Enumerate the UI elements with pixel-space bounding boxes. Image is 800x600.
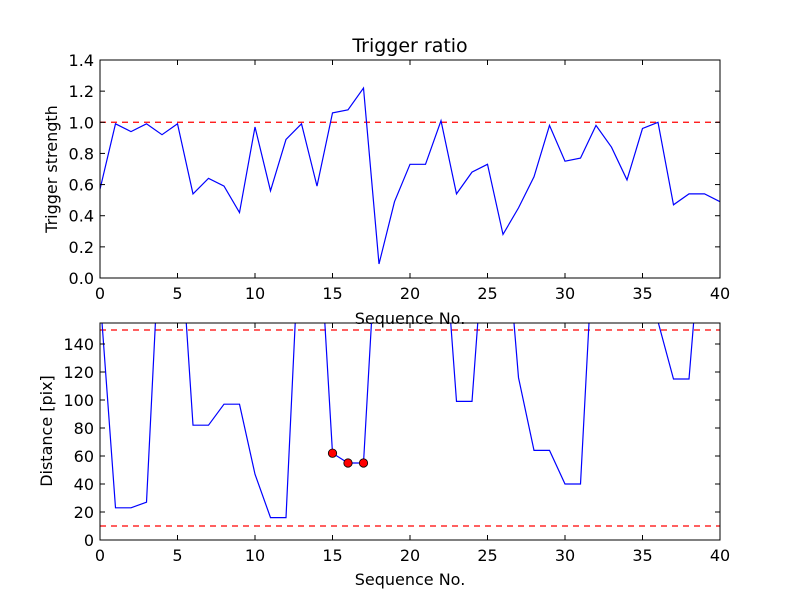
- top-y-axis-label: Trigger strength: [42, 105, 61, 234]
- bottom-x-tick-label-8: 40: [710, 546, 730, 565]
- top-y-tick-label-2: 0.4: [69, 207, 94, 226]
- bottom-x-tick-label-6: 30: [555, 546, 575, 565]
- top-y-tick-label-7: 1.4: [69, 51, 94, 70]
- bottom-y-axis-label: Distance [pix]: [37, 375, 56, 487]
- top-plot-area: [100, 86, 720, 265]
- bottom-x-tick-label-4: 20: [400, 546, 420, 565]
- trigger-ratio-chart: Trigger ratio 0 5 10 15 20 25 30 35 400.00.20.40…: [42, 35, 730, 328]
- top-x-tick-label-5: 25: [477, 284, 497, 303]
- bottom-y-tick-label-0: 0: [84, 531, 94, 550]
- top-x-tick-label-1: 5: [172, 284, 182, 303]
- top-x-tick-label-3: 15: [322, 284, 342, 303]
- top-chart-title: Trigger ratio: [351, 35, 467, 57]
- bottom-x-tick-label-5: 25: [477, 546, 497, 565]
- top-x-tick-label-0: 0: [95, 284, 105, 303]
- bottom-highlight-point-0: [327, 448, 338, 458]
- top-y-tick-label-6: 1.2: [69, 82, 94, 101]
- bottom-ticks: 0 5 10 15 20 25 30 35 40 0 20 40 60 80 100 120 140: [63, 323, 730, 565]
- bottom-x-tick-label-2: 10: [245, 546, 265, 565]
- top-x-tick-label-6: 30: [555, 284, 575, 303]
- top-x-tick-label-8: 40: [710, 284, 730, 303]
- bottom-y-tick-label-6: 120: [63, 363, 94, 382]
- bottom-x-tick-label-3: 15: [322, 546, 342, 565]
- top-y-tick-label-3: 0.6: [69, 176, 94, 195]
- bottom-highlight-point-2: [358, 458, 369, 468]
- bottom-y-tick-label-5: 100: [63, 391, 94, 410]
- bottom-y-tick-label-7: 140: [63, 335, 94, 354]
- bottom-y-tick-label-1: 20: [74, 503, 94, 522]
- bottom-highlight-point-1: [343, 458, 353, 468]
- bottom-plot-area: [100, 323, 720, 527]
- top-x-tick-label-7: 35: [632, 284, 652, 303]
- top-y-tick-label-4: 0.8: [69, 144, 94, 163]
- bottom-x-tick-label-0: 0: [95, 546, 105, 565]
- top-ticks: 0 5 10 15 20 25 30 35 40 0.0 0.2 0.4 0.6 0.8 1.0 1.2 1.4: [69, 51, 731, 303]
- bottom-y-tick-label-2: 40: [74, 475, 94, 494]
- top-x-tick-label-4: 20: [400, 284, 420, 303]
- distance-chart: 0 5 10 15 20 25 30 35 40 0 20 40 60 80 100 120 140 Seque…: [37, 322, 730, 589]
- top-y-tick-label-1: 0.2: [69, 238, 94, 257]
- bottom-series-line-0: [101, 323, 695, 519]
- top-x-tick-label-2: 10: [245, 284, 265, 303]
- bottom-x-tick-label-1: 5: [172, 546, 182, 565]
- top-y-tick-label-0: 0.0: [69, 269, 94, 288]
- bottom-y-tick-label-3: 60: [74, 447, 94, 466]
- top-y-tick-label-5: 1.0: [69, 113, 94, 132]
- bottom-y-tick-label-4: 80: [74, 419, 94, 438]
- bottom-x-axis-label: Sequence No.: [355, 570, 466, 589]
- top-series-line-0: [100, 86, 720, 265]
- bottom-x-tick-label-7: 35: [632, 546, 652, 565]
